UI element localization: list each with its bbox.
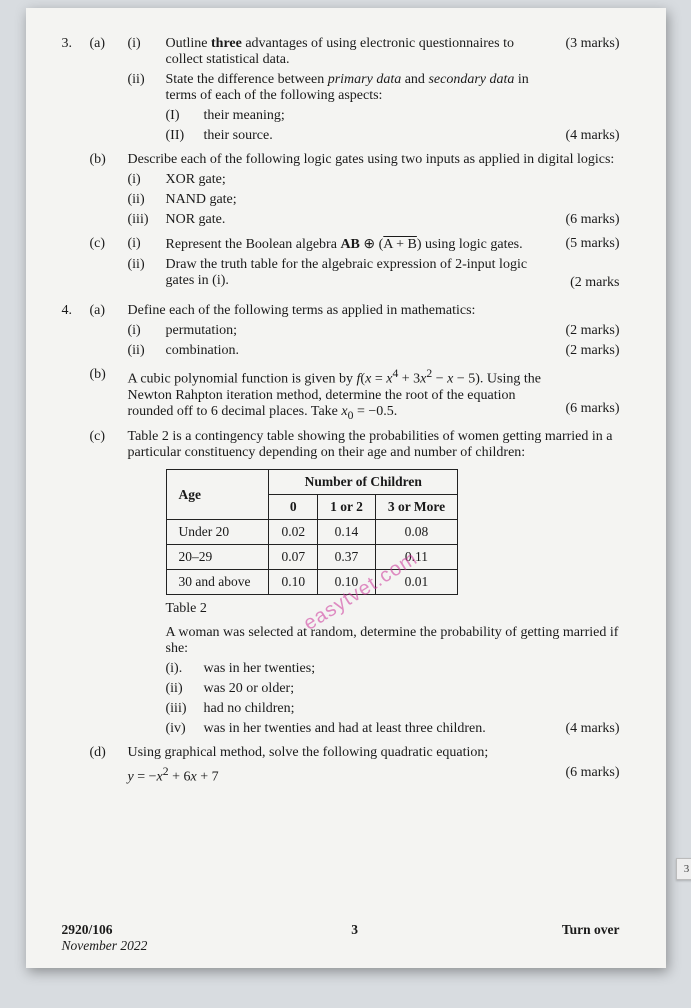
footer-date: November 2022 — [62, 938, 148, 953]
footer-page: 3 — [351, 922, 358, 954]
q3-a-i-body: Outline three advantages of using electr… — [166, 36, 620, 68]
q3-a-ii: (ii) State the difference between primar… — [128, 72, 620, 104]
q3-a-ii-II-label: (II) — [166, 128, 204, 144]
q3-b-label: (b) — [90, 152, 128, 168]
q3-b: (b) Describe each of the following logic… — [62, 152, 620, 168]
q3-a-i-marks: (3 marks) — [565, 36, 619, 52]
q3-a-ii-I-body: their meaning; — [204, 108, 620, 124]
q3-c-i-body: Represent the Boolean algebra AB ⊕ (A + … — [166, 236, 620, 253]
q4-b-body: A cubic polynomial function is given by … — [128, 367, 620, 421]
q4-c-label: (c) — [90, 429, 128, 461]
q3-c-label: (c) — [90, 236, 128, 253]
q3-a-label: (a) — [90, 36, 128, 68]
q3-b-iii-marks: (6 marks) — [565, 212, 619, 228]
q4-c-i: (i). was in her twenties; — [166, 661, 620, 677]
q3-a-ii-label: (ii) — [128, 72, 166, 104]
q4-number: 4. — [62, 303, 90, 319]
q4-d-marks: (6 marks) — [565, 765, 619, 781]
q4-a-i: (i) permutation; (2 marks) — [128, 323, 620, 339]
q4-a: 4. (a) Define each of the following term… — [62, 303, 620, 319]
q4-a-ii: (ii) combination. (2 marks) — [128, 343, 620, 359]
q4-d: (d) Using graphical method, solve the fo… — [62, 745, 620, 761]
table-row: 20–29 0.07 0.37 0.11 — [166, 545, 458, 570]
q4-d-body: Using graphical method, solve the follow… — [128, 745, 620, 761]
q3-c-ii-body: Draw the truth table for the algebraic e… — [166, 257, 620, 289]
q4-c-body: Table 2 is a contingency table showing t… — [128, 429, 620, 461]
q3-a-ii-II-text: their source. — [204, 128, 273, 143]
q4-c: (c) Table 2 is a contingency table showi… — [62, 429, 620, 461]
q3-c-i-label: (i) — [128, 236, 166, 253]
page-footer: 2920/106 November 2022 3 Turn over — [62, 922, 620, 954]
q3-b-iii-text: NOR gate. — [166, 212, 226, 227]
q4-a-i-marks: (2 marks) — [565, 323, 619, 339]
th-age: Age — [166, 470, 269, 520]
q3-c-i-marks: (5 marks) — [565, 236, 619, 252]
q4-c-iv: (iv) was in her twenties and had at leas… — [166, 721, 620, 737]
q3-c-ii-label: (ii) — [128, 257, 166, 289]
q3-b-iii-body: NOR gate. (6 marks) — [166, 212, 620, 228]
contingency-table: Age Number of Children 0 1 or 2 3 or Mor… — [166, 469, 459, 595]
q4-a-label: (a) — [90, 303, 128, 319]
th-col2: 3 or More — [375, 495, 457, 520]
th-col1: 1 or 2 — [318, 495, 376, 520]
q3-b-body: Describe each of the following logic gat… — [128, 152, 620, 168]
q3-c-ii-text: Draw the truth table for the algebraic e… — [166, 257, 528, 288]
q4-b-marks: (6 marks) — [565, 401, 619, 417]
q4-a-i-body: permutation; (2 marks) — [166, 323, 620, 339]
q3-b-iii-label: (iii) — [128, 212, 166, 228]
page-badge[interactable]: 3 — [676, 858, 691, 880]
table-caption: Table 2 — [166, 601, 620, 617]
q3-c-ii: (ii) Draw the truth table for the algebr… — [128, 257, 620, 289]
q3-a-ii-I-label: (I) — [166, 108, 204, 124]
q4-a-body: Define each of the following terms as ap… — [128, 303, 620, 319]
q4-a-i-label: (i) — [128, 323, 166, 339]
q3-a-i-label: (i) — [128, 36, 166, 68]
q3-c-ii-marks: (2 marks — [570, 275, 619, 291]
q3-b-ii-body: NAND gate; — [166, 192, 620, 208]
q3-a-ii-II-marks: (4 marks) — [565, 128, 619, 144]
q3-a-ii-II: (II) their source. (4 marks) — [166, 128, 620, 144]
th-col0: 0 — [269, 495, 318, 520]
th-noc: Number of Children — [269, 470, 458, 495]
q4-d-eqn-row: y = −x2 + 6x + 7 (6 marks) — [62, 765, 620, 786]
q4-a-ii-label: (ii) — [128, 343, 166, 359]
footer-left: 2920/106 November 2022 — [62, 922, 148, 954]
q3-b-ii-label: (ii) — [128, 192, 166, 208]
q4-b: (b) A cubic polynomial function is given… — [62, 367, 620, 421]
footer-code: 2920/106 — [62, 922, 113, 937]
table-row: 30 and above 0.10 0.10 0.01 — [166, 570, 458, 595]
q4-d-label: (d) — [90, 745, 128, 761]
q3-c-i: (c) (i) Represent the Boolean algebra AB… — [62, 236, 620, 253]
q4-a-ii-text: combination. — [166, 343, 240, 358]
q3-b-i-body: XOR gate; — [166, 172, 620, 188]
q3-number: 3. — [62, 36, 90, 68]
footer-turn: Turn over — [562, 922, 620, 954]
q3-a-i: 3. (a) (i) Outline three advantages of u… — [62, 36, 620, 68]
table-row: Under 20 0.02 0.14 0.08 — [166, 520, 458, 545]
q3-b-i-label: (i) — [128, 172, 166, 188]
q4-c-iii: (iii) had no children; — [166, 701, 620, 717]
q3-a-ii-I: (I) their meaning; — [166, 108, 620, 124]
q4-a-ii-body: combination. (2 marks) — [166, 343, 620, 359]
q4-c-ii: (ii) was 20 or older; — [166, 681, 620, 697]
q3-b-ii: (ii) NAND gate; — [128, 192, 620, 208]
q3-b-i: (i) XOR gate; — [128, 172, 620, 188]
q4-a-ii-marks: (2 marks) — [565, 343, 619, 359]
q3-b-iii: (iii) NOR gate. (6 marks) — [128, 212, 620, 228]
q4-a-i-text: permutation; — [166, 323, 238, 338]
q3-a-ii-body: State the difference between primary dat… — [166, 72, 620, 104]
q3-a-ii-II-body: their source. (4 marks) — [204, 128, 620, 144]
q4-c-iv-marks: (4 marks) — [565, 721, 619, 737]
q4-b-label: (b) — [90, 367, 128, 421]
exam-page: 3. (a) (i) Outline three advantages of u… — [26, 8, 666, 968]
q4-c-lead: A woman was selected at random, determin… — [166, 625, 620, 657]
